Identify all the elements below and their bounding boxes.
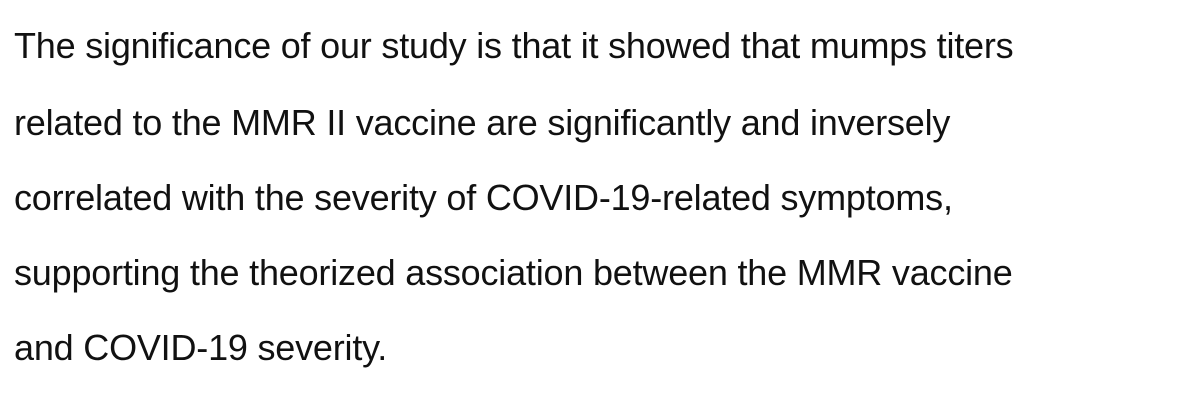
paragraph-line-2: related to the MMR II vaccine are signif… bbox=[14, 102, 951, 143]
paragraph-line-3: correlated with the severity of COVID-19… bbox=[14, 177, 953, 218]
paragraph-line-5: and COVID-19 severity. bbox=[14, 327, 388, 368]
paragraph-line-4: supporting the theorized association bet… bbox=[14, 252, 1013, 293]
paragraph-line-1: The significance of our study is that it… bbox=[14, 25, 1014, 66]
